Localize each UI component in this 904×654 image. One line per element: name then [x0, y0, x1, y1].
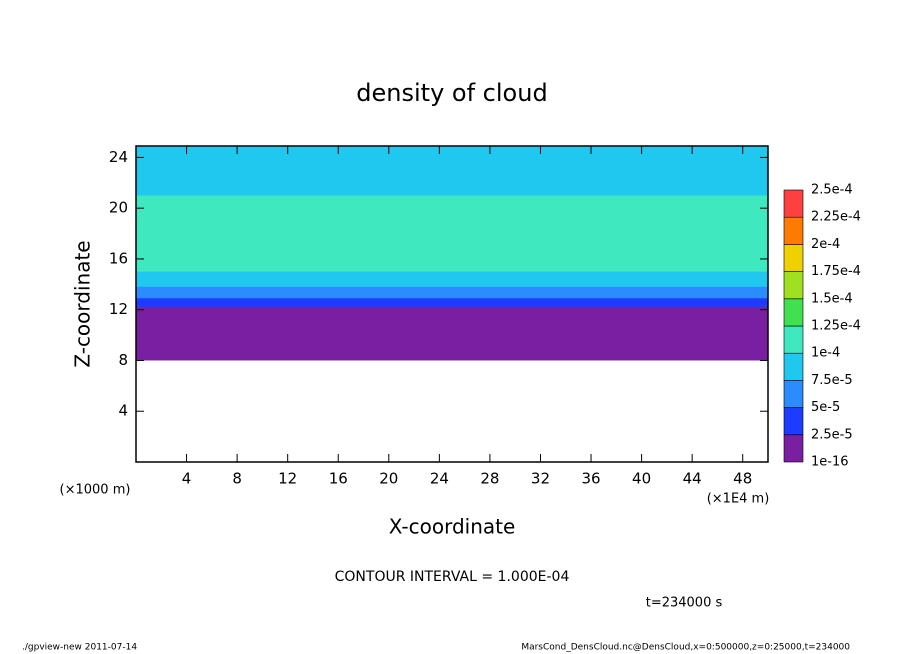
colorbar-box — [783, 244, 804, 272]
colorbar-box — [783, 189, 804, 218]
x-tick-label: 8 — [232, 470, 242, 488]
y-tick-label: 16 — [109, 249, 128, 267]
field-band — [136, 298, 768, 310]
colorbar-label: 2.25e-4 — [811, 210, 861, 225]
colorbar-label: 1.25e-4 — [811, 319, 861, 334]
colorbar-label: 2.5e-4 — [811, 183, 853, 198]
x-tick-label: 28 — [480, 470, 499, 488]
y-tick-label: 4 — [118, 402, 128, 420]
colorbar-box — [783, 216, 804, 245]
colorbar-box — [783, 352, 804, 381]
colorbar-box — [783, 271, 804, 300]
footer-left: ./gpview-new 2011-07-14 — [22, 643, 137, 653]
colorbar-box — [783, 407, 804, 436]
colorbar-box — [783, 434, 804, 463]
x-tick-label: 24 — [430, 470, 449, 488]
colorbar-label: 5e-5 — [811, 400, 840, 415]
colorbar-label: 1e-4 — [811, 346, 840, 361]
y-tick-label: 24 — [109, 148, 128, 166]
y-tick-label: 8 — [118, 351, 128, 369]
colorbar-box — [783, 325, 804, 354]
y-tick-label: 12 — [109, 300, 128, 318]
x-tick-label: 12 — [278, 470, 297, 488]
x-tick-label: 16 — [329, 470, 348, 488]
colorbar-label: 2.5e-5 — [811, 427, 853, 442]
colorbar-label: 1.75e-4 — [811, 264, 861, 279]
colorbar-label: 7.5e-5 — [811, 373, 853, 388]
x-tick-label: 20 — [379, 470, 398, 488]
colorbar-label: 1.5e-4 — [811, 291, 853, 306]
x-tick-label: 40 — [632, 470, 651, 488]
field-band — [136, 286, 768, 300]
x-tick-label: 36 — [581, 470, 600, 488]
x-tick-label: 32 — [531, 470, 550, 488]
plot-frame — [135, 145, 769, 463]
field-band — [136, 195, 768, 272]
x-tick-label: 4 — [182, 470, 192, 488]
x-tick-label: 48 — [733, 470, 752, 488]
colorbar-box — [783, 298, 804, 327]
contour-interval: CONTOUR INTERVAL = 1.000E-04 — [335, 569, 570, 585]
time-label: t=234000 s — [646, 596, 723, 611]
chart-title: density of cloud — [356, 79, 547, 107]
x-axis-label: X-coordinate — [389, 515, 516, 539]
colorbar-label: 1e-16 — [811, 455, 849, 470]
x-unit: (×1E4 m) — [707, 492, 770, 507]
colorbar-box — [783, 380, 804, 408]
y-axis-label: Z-coordinate — [71, 240, 95, 367]
colorbar-label: 2e-4 — [811, 237, 840, 252]
footer-right: MarsCond_DensCloud.nc@DensCloud,x=0:5000… — [521, 643, 850, 653]
y-tick-label: 20 — [109, 199, 128, 217]
y-unit: (×1000 m) — [60, 483, 131, 498]
x-tick-label: 44 — [683, 470, 702, 488]
field-band — [136, 307, 768, 361]
